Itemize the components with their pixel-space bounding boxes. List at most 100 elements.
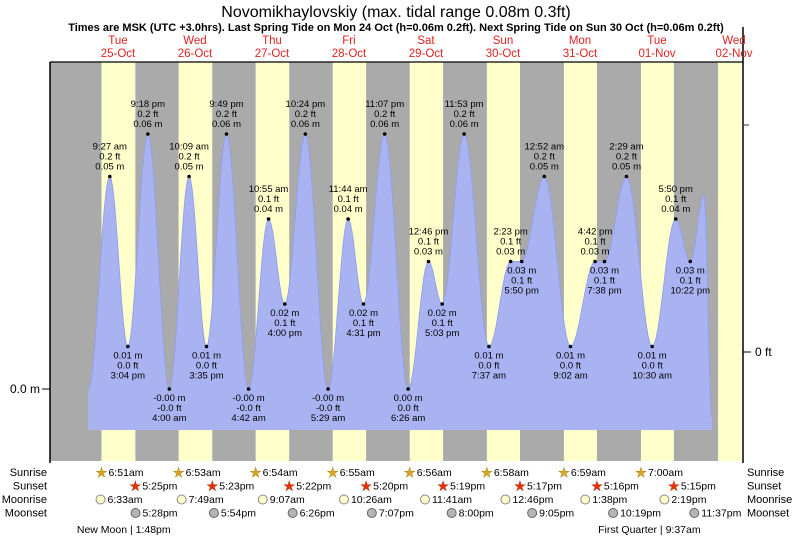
sunrise-star-icon: ★ (327, 465, 339, 480)
day-date-label: 02-Nov (715, 48, 752, 60)
low-tide-dot (361, 302, 366, 306)
moonrise-row-label-right: Moonrise (747, 494, 792, 506)
sunrise-time: 6:55am (340, 467, 375, 479)
moonset-circle-icon (689, 508, 700, 518)
sunset-time: 5:20pm (373, 481, 408, 493)
low-tide-label-line: 0.00 m (394, 393, 423, 404)
moonset-time: 9:05pm (539, 508, 574, 520)
day-date-label: 31-Oct (563, 48, 598, 60)
low-tide-label-line: 0.1 ft (511, 276, 532, 287)
sunset-star-icon: ★ (206, 479, 218, 494)
moonrise-circle-icon (338, 494, 349, 505)
day-date-label: 30-Oct (486, 48, 521, 60)
moonset-time: 5:54pm (221, 508, 256, 520)
high-tide-dot (542, 174, 547, 179)
sunrise-time: 6:53am (186, 467, 221, 479)
low-tide-label-line: 0.02 m (270, 308, 299, 319)
day-name-label: Tue (108, 35, 127, 47)
sunrise-star-icon: ★ (481, 465, 493, 480)
low-tide-label-line: 0.02 m (428, 308, 457, 319)
moonset-time: 5:28pm (143, 508, 178, 520)
low-tide-label-line: 0.03 m (590, 266, 619, 277)
low-tide-label-line: 5:03 pm (425, 328, 459, 339)
high-tide-label-line: 10:09 am (169, 142, 209, 153)
moonrise-circle-icon (419, 494, 430, 505)
high-tide-label-line: 0.05 m (95, 162, 124, 173)
sunrise-star-icon: ★ (173, 465, 185, 480)
high-tide-label-line: 0.05 m (612, 162, 641, 173)
low-tide-label-line: 10:30 am (632, 371, 672, 382)
day-name-label: Thu (262, 35, 282, 47)
moonrise-time: 12:46pm (512, 494, 553, 506)
sunset-star-icon: ★ (283, 479, 295, 494)
moonset-time: 8:00pm (459, 508, 494, 520)
moon-phase-labels: New Moon | 1:48pm First Quarter | 9:37am (77, 524, 701, 536)
sunrise-star-icon: ★ (558, 465, 570, 480)
high-tide-dot (426, 259, 431, 264)
high-tide-label-line: 2:23 pm (493, 227, 527, 238)
high-tide-dot (146, 132, 150, 136)
moonset-circle-icon (130, 508, 141, 518)
low-tide-dot (602, 259, 607, 264)
high-tide-label-line: 4:42 pm (578, 227, 612, 238)
sunset-time: 5:23pm (219, 481, 254, 493)
moonset-time: 6:26pm (300, 508, 335, 520)
low-tide-dot (568, 344, 573, 349)
day-date-label: 26-Oct (178, 48, 213, 60)
high-tide-label-line: 2:29 am (609, 142, 643, 153)
day-date-label: 01-Nov (638, 48, 675, 60)
sunset-row-label-right: Sunset (747, 481, 781, 493)
sunset-time: 5:16pm (604, 481, 639, 493)
high-tide-label-line: 0.06 m (212, 119, 241, 130)
high-tide-label-line: 0.1 ft (665, 194, 686, 205)
low-tide-label-line: 0.03 m (507, 266, 536, 277)
low-tide-dot (519, 259, 524, 264)
high-tide-dot (382, 132, 387, 136)
moonrise-circle-icon (580, 494, 591, 505)
sunrise-row-label-right: Sunrise (747, 467, 784, 479)
low-tide-label-line: 3:04 pm (111, 371, 145, 382)
low-tide-dot (650, 344, 654, 349)
sunrise-star-icon: ★ (404, 465, 416, 480)
low-tide-label-line: 4:00 am (152, 413, 186, 424)
sunset-time: 5:19pm (450, 481, 485, 493)
high-tide-label-line: 11:07 pm (365, 99, 404, 110)
high-tide-label-line: 0.03 m (581, 247, 610, 258)
sunset-time: 5:15pm (681, 481, 716, 493)
high-tide-label-line: 0.04 m (661, 204, 690, 215)
high-tide-label-line: 0.2 ft (534, 152, 555, 163)
low-tide-dot (688, 259, 693, 264)
tide-fill (88, 134, 713, 430)
low-tide-label-line: 5:29 am (311, 413, 345, 424)
axis-ticks (42, 124, 751, 390)
high-tide-label-line: 11:44 am (329, 184, 368, 195)
moonrise-circle-icon (257, 494, 268, 505)
sunset-time: 5:25pm (142, 481, 177, 493)
low-tide-label-line: 6:26 am (391, 413, 425, 424)
low-tide-label-line: 0.01 m (638, 351, 667, 362)
day-name-label: Sat (417, 35, 435, 47)
high-tide-label-line: 0.1 ft (418, 237, 439, 248)
low-tide-label-line: 0.1 ft (274, 318, 295, 329)
moonrise-time: 6:33am (108, 494, 143, 506)
high-tide-label-line: 0.1 ft (338, 194, 359, 205)
sunrise-time: 6:56am (417, 467, 452, 479)
low-tide-dot (326, 387, 330, 391)
moonrise-row-label-left: Moonrise (2, 494, 47, 506)
page-subtitle: Times are MSK (UTC +3.0hrs). Last Spring… (68, 22, 724, 34)
high-tide-label-line: 0.2 ft (137, 109, 158, 120)
moonrise-time: 9:07am (270, 494, 305, 506)
low-tide-label-line: 5:50 pm (505, 286, 539, 297)
low-tide-label-line: -0.00 m (232, 393, 264, 404)
low-tide-dot (126, 344, 130, 349)
low-tide-dot (440, 302, 445, 306)
high-tide-dot (187, 174, 191, 179)
low-tide-label-line: 10:22 pm (670, 286, 710, 297)
right-axis-zero-label: 0 ft (755, 345, 772, 359)
moon-phase-label: New Moon | 1:48pm (77, 524, 171, 536)
sunrise-time: 6:59am (571, 467, 606, 479)
day-labels: Tue25-OctWed26-OctThu27-OctFri28-OctSat2… (101, 35, 753, 60)
low-tide-label-line: 3:35 pm (189, 371, 223, 382)
sunset-star-icon: ★ (360, 479, 372, 494)
sunrise-time: 6:54am (263, 467, 298, 479)
